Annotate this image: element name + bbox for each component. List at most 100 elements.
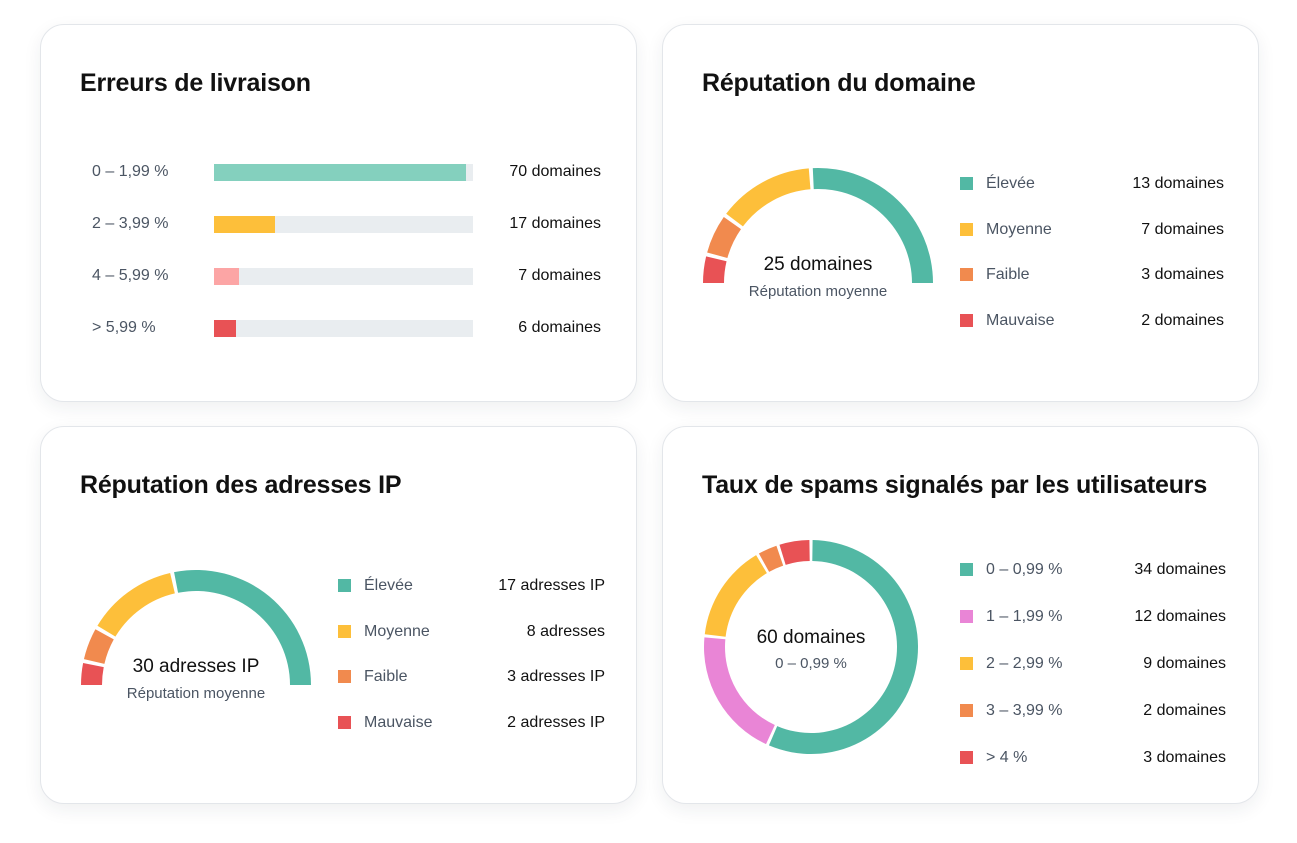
legend-label: 0 – 0,99 % [986, 561, 1063, 578]
spam-rate-title: Taux de spams signalés par les utilisate… [702, 471, 1208, 499]
gauge-segment [707, 217, 741, 259]
bar-category-label: 0 – 1,99 % [92, 163, 169, 180]
gauge-segment [174, 570, 311, 685]
legend-swatch [960, 314, 973, 327]
bar-track [214, 268, 473, 285]
legend-item: 1 – 1,99 % 12 domaines [960, 607, 1226, 627]
legend-item: Mauvaise 2 adresses IP [338, 713, 605, 733]
legend-item: Moyenne 7 domaines [960, 220, 1224, 240]
legend-value: 8 adresses [526, 623, 605, 640]
legend-label: Faible [986, 266, 1030, 283]
legend-value: 7 domaines [1141, 221, 1224, 238]
legend-label: 2 – 2,99 % [986, 655, 1063, 672]
delivery-errors-title: Erreurs de livraison [80, 69, 311, 97]
legend-item: Faible 3 domaines [960, 265, 1224, 285]
legend-swatch [338, 716, 351, 729]
legend-item: Mauvaise 2 domaines [960, 311, 1224, 331]
ip-reputation-gauge [81, 570, 311, 685]
legend-swatch [960, 268, 973, 281]
gauge-center-caption: Réputation moyenne [748, 283, 888, 300]
legend-item: 0 – 0,99 % 34 domaines [960, 560, 1226, 580]
donut-center-caption: 0 – 0,99 % [775, 655, 847, 672]
legend-swatch [960, 610, 973, 623]
legend-value: 34 domaines [1134, 561, 1226, 578]
legend-label: 3 – 3,99 % [986, 702, 1063, 719]
donut-slice [779, 540, 810, 565]
legend-item: Élevée 13 domaines [960, 174, 1224, 194]
legend-item: Élevée 17 adresses IP [338, 576, 605, 596]
delivery-errors-card: Erreurs de livraison 0 – 1,99 % 70 domain… [40, 24, 637, 402]
legend-swatch [960, 177, 973, 190]
bar-category-label: 4 – 5,99 % [92, 267, 169, 284]
legend-label: Élevée [986, 175, 1035, 192]
donut-slice [704, 555, 767, 637]
legend-value: 2 domaines [1141, 312, 1224, 329]
bar-row: 4 – 5,99 % 7 domaines [41, 266, 636, 286]
gauge-segment [726, 168, 811, 227]
legend-item: 3 – 3,99 % 2 domaines [960, 701, 1226, 721]
ip-reputation-title: Réputation des adresses IP [80, 471, 402, 499]
gauge-segment [703, 256, 727, 283]
domain-reputation-title: Réputation du domaine [702, 69, 976, 97]
bar-track [214, 320, 473, 337]
legend-label: Mauvaise [364, 714, 433, 731]
legend-value: 3 adresses IP [507, 668, 605, 685]
bar-category-label: 2 – 3,99 % [92, 215, 169, 232]
bar-value-label: 6 domaines [518, 319, 601, 336]
donut-center-count: 60 domaines [756, 627, 866, 648]
legend-label: Moyenne [986, 221, 1052, 238]
bar-track [214, 164, 473, 181]
legend-swatch [338, 670, 351, 683]
legend-value: 9 domaines [1143, 655, 1226, 672]
domain-reputation-gauge [703, 168, 933, 283]
bar-value-label: 7 domaines [518, 267, 601, 284]
spam-rate-donut [704, 540, 918, 754]
legend-value: 13 domaines [1132, 175, 1224, 192]
bar-row: 2 – 3,99 % 17 domaines [41, 214, 636, 234]
legend-item: Faible 3 adresses IP [338, 667, 605, 687]
legend-value: 12 domaines [1134, 608, 1226, 625]
legend-swatch [338, 579, 351, 592]
legend-value: 2 domaines [1143, 702, 1226, 719]
donut-slice [704, 637, 775, 745]
legend-swatch [960, 657, 973, 670]
legend-value: 17 adresses IP [498, 577, 605, 594]
bar-row: 0 – 1,99 % 70 domaines [41, 162, 636, 182]
gauge-segment [812, 168, 933, 283]
legend-item: 2 – 2,99 % 9 domaines [960, 654, 1226, 674]
legend-swatch [338, 625, 351, 638]
legend-label: 1 – 1,99 % [986, 608, 1063, 625]
bar [214, 216, 276, 233]
legend-value: 3 domaines [1141, 266, 1224, 283]
bar-category-label: > 5,99 % [92, 319, 156, 336]
gauge-segment [81, 663, 104, 685]
spam-rate-card: Taux de spams signalés par les utilisate… [662, 426, 1259, 804]
legend-swatch [960, 563, 973, 576]
legend-swatch [960, 704, 973, 717]
legend-item: > 4 % 3 domaines [960, 748, 1226, 768]
bar [214, 268, 240, 285]
legend-label: Faible [364, 668, 408, 685]
gauge-center-count: 30 adresses IP [132, 656, 260, 677]
bar-track [214, 216, 473, 233]
legend-item: Moyenne 8 adresses [338, 622, 605, 642]
bar-value-label: 70 domaines [509, 163, 601, 180]
legend-swatch [960, 751, 973, 764]
legend-swatch [960, 223, 973, 236]
donut-slice [758, 545, 784, 572]
legend-label: > 4 % [986, 749, 1028, 766]
bar [214, 164, 466, 181]
donut-slice [768, 540, 918, 754]
legend-value: 2 adresses IP [507, 714, 605, 731]
legend-label: Moyenne [364, 623, 430, 640]
legend-label: Mauvaise [986, 312, 1055, 329]
gauge-segment [83, 629, 114, 664]
domain-reputation-card: Réputation du domaine 25 domaines Réputa… [662, 24, 1259, 402]
bar [214, 320, 236, 337]
legend-label: Élevée [364, 577, 413, 594]
gauge-center-caption: Réputation moyenne [126, 685, 266, 702]
bar-row: > 5,99 % 6 domaines [41, 318, 636, 338]
gauge-center-count: 25 domaines [763, 254, 873, 275]
bar-value-label: 17 domaines [509, 215, 601, 232]
gauge-segment [97, 572, 175, 637]
